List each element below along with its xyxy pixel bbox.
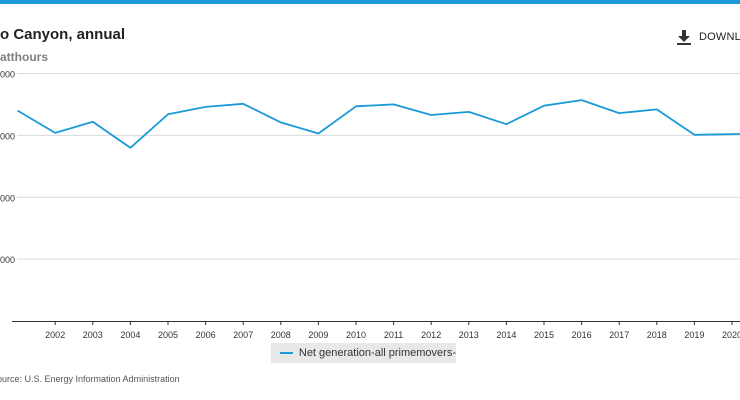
x-tick-label: 2016 bbox=[572, 330, 592, 340]
top-accent-bar bbox=[0, 0, 740, 4]
x-tick-label: 2012 bbox=[421, 330, 441, 340]
source-note: ource: U.S. Energy Information Administr… bbox=[0, 374, 180, 384]
x-tick-label: 2007 bbox=[233, 330, 253, 340]
y-axis-ticks: ,000 ,000 ,000 ,000 bbox=[0, 70, 15, 266]
legend-swatch bbox=[280, 352, 293, 354]
y-tick-label: ,000 bbox=[0, 70, 15, 80]
download-button[interactable]: DOWNL bbox=[676, 28, 740, 46]
x-tick-label: 2020 bbox=[722, 330, 740, 340]
x-tick-label: 2011 bbox=[384, 330, 403, 340]
x-tick-label: 2017 bbox=[609, 330, 629, 340]
x-tick-label: 2015 bbox=[534, 330, 554, 340]
legend-item-net-generation[interactable]: Net generation-all primemovers- bbox=[271, 343, 456, 363]
units-label: atthours bbox=[0, 50, 48, 64]
y-tick-label: ,000 bbox=[0, 255, 15, 265]
chart-title: o Canyon, annual bbox=[0, 26, 126, 43]
x-tick-label: 2018 bbox=[647, 330, 667, 340]
download-label: DOWNL bbox=[699, 31, 740, 43]
x-tick-label: 2008 bbox=[271, 330, 291, 340]
x-tick-label: 2019 bbox=[684, 330, 704, 340]
chart-grid bbox=[12, 73, 740, 322]
download-icon bbox=[677, 30, 691, 45]
x-tick-label: 2005 bbox=[158, 330, 178, 340]
chart-series bbox=[17, 99, 740, 149]
x-tick-label: 2010 bbox=[346, 330, 366, 340]
x-tick-label: 2013 bbox=[459, 330, 479, 340]
x-tick-label: 2003 bbox=[83, 330, 103, 340]
x-tick-label: 2014 bbox=[496, 330, 516, 340]
y-tick-label: ,000 bbox=[0, 131, 15, 141]
legend-label: Net generation-all primemovers- bbox=[298, 347, 456, 359]
x-tick-label: 2002 bbox=[45, 330, 65, 340]
x-tick-label: 2006 bbox=[196, 330, 216, 340]
series-line bbox=[17, 99, 740, 149]
x-axis-ticks: 2002 2003 2004 2005 2006 2007 2008 2009 2010 2011… bbox=[45, 321, 740, 340]
y-tick-label: ,000 bbox=[0, 193, 15, 203]
x-tick-label: 2009 bbox=[308, 330, 328, 340]
x-tick-label: 2004 bbox=[120, 330, 140, 340]
